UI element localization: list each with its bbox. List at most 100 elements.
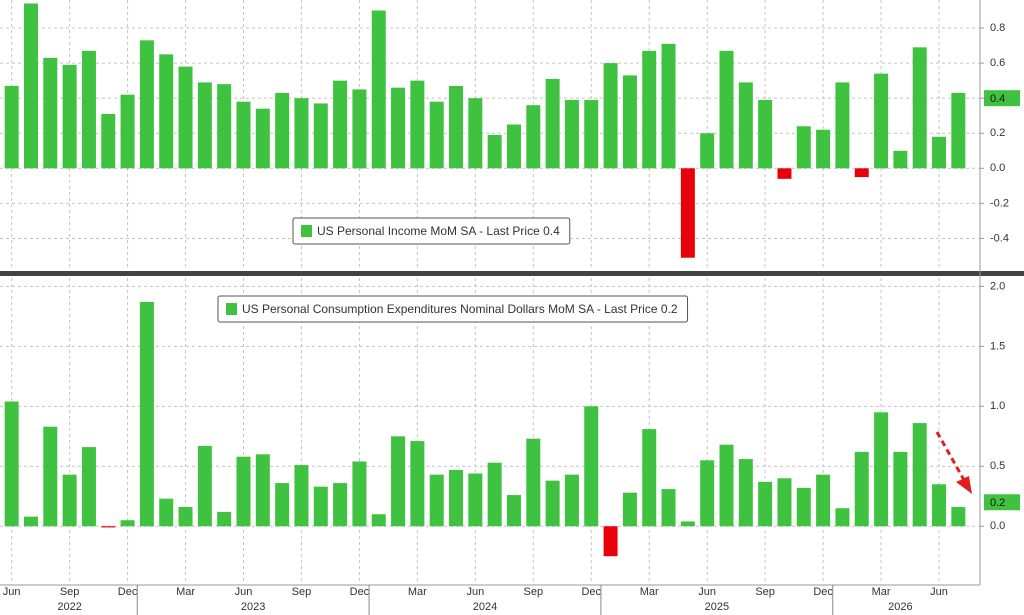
y-tick-label: 0.0 xyxy=(990,520,1005,532)
bar xyxy=(178,66,193,169)
y-tick-label: 1.5 xyxy=(990,340,1005,352)
x-tick-label: Jun xyxy=(3,586,21,598)
y-tick-label: 0.2 xyxy=(990,127,1005,139)
x-tick-label: Sep xyxy=(755,586,775,598)
bar xyxy=(217,84,232,169)
bar xyxy=(139,40,154,169)
bar xyxy=(622,75,637,169)
bar xyxy=(371,10,386,169)
year-label: 2022 xyxy=(57,601,81,613)
bar xyxy=(255,108,270,169)
bar xyxy=(661,43,676,169)
bar xyxy=(622,492,637,527)
bar xyxy=(642,429,657,527)
x-tick-label: Jun xyxy=(466,586,484,598)
bar xyxy=(564,474,579,527)
y-tick-label: 1.0 xyxy=(990,400,1005,412)
bar xyxy=(680,521,695,527)
bar xyxy=(738,82,753,169)
x-tick-label: Dec xyxy=(581,586,601,598)
bar xyxy=(101,526,116,528)
bar xyxy=(139,301,154,527)
bar xyxy=(120,94,135,169)
bar xyxy=(62,474,77,527)
bar xyxy=(255,454,270,527)
bar xyxy=(294,465,309,527)
bar xyxy=(545,78,560,169)
bar xyxy=(738,459,753,527)
bar xyxy=(4,85,19,169)
bar xyxy=(159,498,174,527)
bar xyxy=(758,481,773,527)
bar xyxy=(120,520,135,527)
bar xyxy=(333,483,348,527)
bar xyxy=(642,50,657,169)
bar xyxy=(101,113,116,169)
bar xyxy=(23,3,38,169)
year-label: 2024 xyxy=(473,601,497,613)
x-tick-label: Jun xyxy=(698,586,716,598)
bar xyxy=(371,514,386,527)
bar xyxy=(449,469,464,527)
last-price-label: 0.2 xyxy=(990,497,1005,509)
bar xyxy=(777,168,792,179)
last-price-box xyxy=(984,494,1020,511)
bar xyxy=(603,526,618,557)
x-tick-label: Dec xyxy=(350,586,370,598)
bar xyxy=(236,456,251,527)
bar xyxy=(506,495,521,527)
bar xyxy=(236,101,251,169)
bar xyxy=(468,473,483,527)
bar xyxy=(835,508,850,527)
bar xyxy=(313,103,328,169)
x-tick-label: Mar xyxy=(640,586,659,598)
legend-box xyxy=(292,217,571,245)
x-tick-label: Jun xyxy=(235,586,253,598)
bar xyxy=(912,423,927,527)
bar xyxy=(835,82,850,169)
bar xyxy=(506,124,521,169)
bar xyxy=(854,451,869,527)
bar xyxy=(951,92,966,169)
bar xyxy=(874,73,889,169)
bar xyxy=(429,101,444,169)
bar xyxy=(391,87,406,169)
y-tick-label: 0.6 xyxy=(990,57,1005,69)
bar xyxy=(429,474,444,527)
year-label: 2023 xyxy=(241,601,265,613)
bar xyxy=(275,92,290,169)
x-tick-label: Sep xyxy=(292,586,312,598)
arrow-head xyxy=(956,476,972,494)
bar xyxy=(81,447,96,527)
bar xyxy=(449,85,464,169)
bar xyxy=(178,507,193,527)
bar xyxy=(4,401,19,527)
x-tick-label: Sep xyxy=(524,586,544,598)
bar xyxy=(391,436,406,527)
bar xyxy=(661,489,676,527)
legend-swatch xyxy=(226,303,237,315)
legend-label: US Personal Income MoM SA - Last Price 0… xyxy=(317,224,560,238)
bar xyxy=(893,150,908,169)
x-tick-label: Mar xyxy=(176,586,195,598)
bar xyxy=(700,133,715,169)
bar xyxy=(912,47,927,169)
bar xyxy=(932,136,947,169)
bar xyxy=(410,80,425,169)
bar xyxy=(62,64,77,169)
bar xyxy=(275,483,290,527)
x-tick-label: Jun xyxy=(930,586,948,598)
bar xyxy=(584,406,599,527)
bar xyxy=(526,438,541,527)
bar xyxy=(217,511,232,527)
bar xyxy=(564,99,579,169)
legend-box xyxy=(217,295,689,323)
x-tick-label: Mar xyxy=(872,586,891,598)
bar xyxy=(603,63,618,169)
bar xyxy=(951,507,966,527)
bar xyxy=(23,516,38,527)
bar xyxy=(352,461,367,527)
bar xyxy=(700,460,715,527)
bar xyxy=(43,57,58,169)
